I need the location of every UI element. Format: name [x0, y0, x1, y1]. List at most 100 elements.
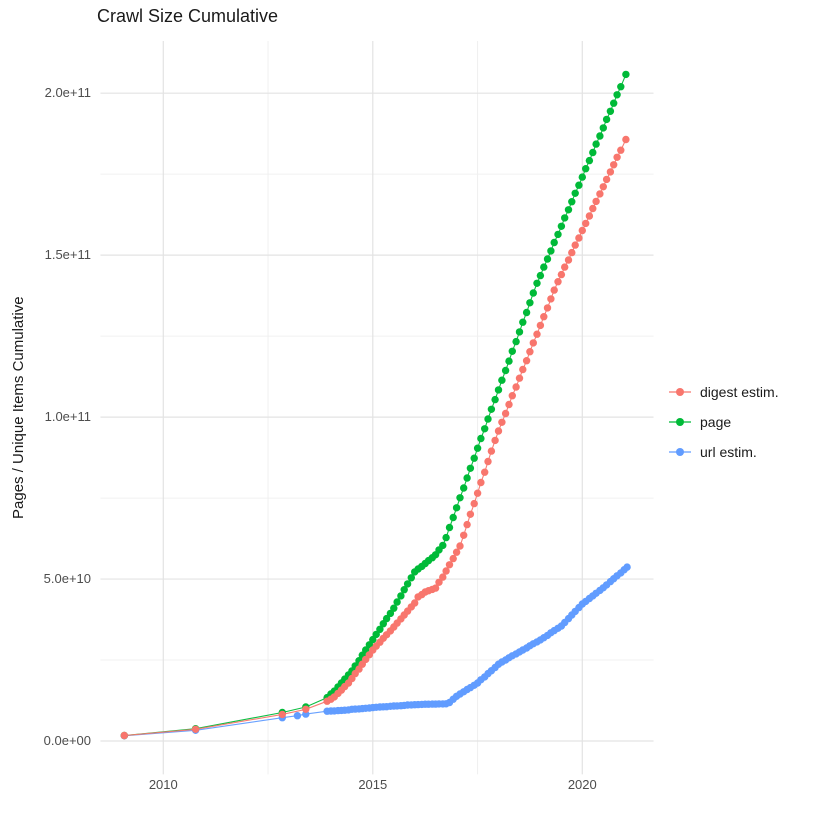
series-point-page: [442, 533, 450, 542]
series-point-page: [481, 425, 489, 433]
series-point-page: [529, 289, 537, 297]
series-point-page: [498, 376, 506, 384]
series-point-digest-estim: [564, 256, 573, 264]
series-point-digest-estim: [463, 520, 471, 529]
series-point-digest-estim: [512, 383, 520, 391]
legend-key-icon: [669, 388, 691, 396]
series-point-digest-estim: [120, 731, 128, 740]
series-point-page: [557, 222, 566, 230]
series-point-page: [622, 70, 630, 79]
series-point-digest-estim: [473, 489, 482, 497]
series-point-digest-estim: [547, 295, 555, 303]
series-point-digest-estim: [487, 447, 496, 455]
series-point-page: [599, 124, 607, 132]
series-point-digest-estim: [435, 578, 443, 586]
series-point-page: [602, 115, 611, 124]
series-point-page: [494, 386, 503, 394]
series-point-page: [376, 625, 384, 633]
legend-key-point: [676, 388, 684, 396]
y-tick-label: 1.0e+11: [44, 409, 91, 425]
series-point-digest-estim: [439, 573, 447, 581]
series-point-digest-estim: [278, 710, 286, 719]
series-point-url-estim: [623, 563, 631, 571]
series-point-digest-estim: [575, 234, 583, 242]
series-point-digest-estim: [571, 241, 579, 249]
series-point-page: [589, 148, 597, 157]
series-point-page: [515, 328, 524, 336]
series-point-digest-estim: [519, 365, 527, 374]
series-point-page: [585, 156, 594, 165]
series-point-digest-estim: [599, 183, 607, 191]
series-point-page: [568, 198, 576, 206]
series-point-page: [550, 238, 558, 247]
series-point-page: [397, 592, 405, 600]
series-point-digest-estim: [501, 409, 510, 418]
series-point-page: [484, 415, 492, 423]
series-point-digest-estim: [484, 457, 492, 466]
x-tick-label: 2020: [567, 777, 597, 792]
series-point-digest-estim: [592, 197, 600, 206]
y-tick-label: 0.0e+00: [43, 733, 91, 748]
series-point-page: [456, 494, 464, 502]
series-point-digest-estim: [460, 531, 468, 539]
series-point-digest-estim: [540, 313, 548, 321]
series-point-page: [578, 173, 586, 181]
legend-key-icon: [669, 418, 691, 426]
legend-key-icon: [669, 448, 691, 456]
series-point-page: [463, 474, 471, 482]
series-point-digest-estim: [481, 468, 489, 476]
series-point-digest-estim: [449, 554, 457, 563]
series-point-page: [439, 541, 447, 550]
series-point-page: [372, 630, 380, 639]
series-point-page: [477, 434, 485, 443]
y-tick-label: 2.0e+11: [44, 85, 91, 101]
legend-label: digest estim.: [700, 384, 779, 400]
series-point-digest-estim: [302, 705, 310, 713]
series-point-digest-estim: [491, 436, 499, 445]
series-point-page: [606, 107, 615, 116]
series-point-page: [403, 580, 412, 588]
series-point-page: [460, 484, 468, 492]
series-point-page: [390, 604, 398, 612]
series-point-digest-estim: [515, 374, 524, 382]
series-point-digest-estim: [589, 204, 597, 213]
x-tick-label: 2010: [148, 777, 178, 792]
series-point-page: [564, 206, 573, 214]
series-point-digest-estim: [610, 161, 618, 169]
series-point-page: [522, 308, 531, 317]
series-point-page: [582, 165, 590, 173]
series-point-page: [592, 140, 600, 148]
series-point-digest-estim: [498, 418, 506, 426]
series-point-digest-estim: [466, 510, 475, 518]
series-point-digest-estim: [522, 357, 531, 365]
series-point-digest-estim: [554, 278, 562, 286]
series-point-digest-estim: [568, 248, 576, 257]
series-point-page: [571, 189, 579, 197]
y-tick-label: 1.5e+11: [44, 247, 91, 263]
series-point-page: [466, 464, 475, 472]
series-point-page: [575, 181, 583, 189]
series-point-page: [505, 357, 513, 365]
series-point-page: [393, 598, 401, 606]
series-point-digest-estim: [561, 263, 569, 271]
series-point-page: [610, 99, 618, 107]
series-point-page: [470, 454, 478, 462]
series-point-digest-estim: [582, 219, 590, 228]
series-point-page: [452, 504, 461, 512]
series-point-digest-estim: [585, 212, 594, 220]
legend-key-point: [676, 448, 684, 456]
legend-item-url-estim: url estim.: [668, 437, 779, 467]
series-point-page: [382, 614, 391, 623]
series-point-page: [519, 318, 527, 326]
series-point-digest-estim: [477, 478, 485, 487]
series-point-page: [543, 255, 552, 263]
series-point-digest-estim: [543, 304, 552, 312]
legend-key-point: [676, 418, 684, 426]
series-point-digest-estim: [533, 330, 541, 338]
series-point-digest-estim: [606, 168, 615, 176]
series-point-page: [526, 299, 534, 307]
legend-label: url estim.: [700, 444, 757, 460]
series-point-digest-estim: [602, 175, 611, 184]
